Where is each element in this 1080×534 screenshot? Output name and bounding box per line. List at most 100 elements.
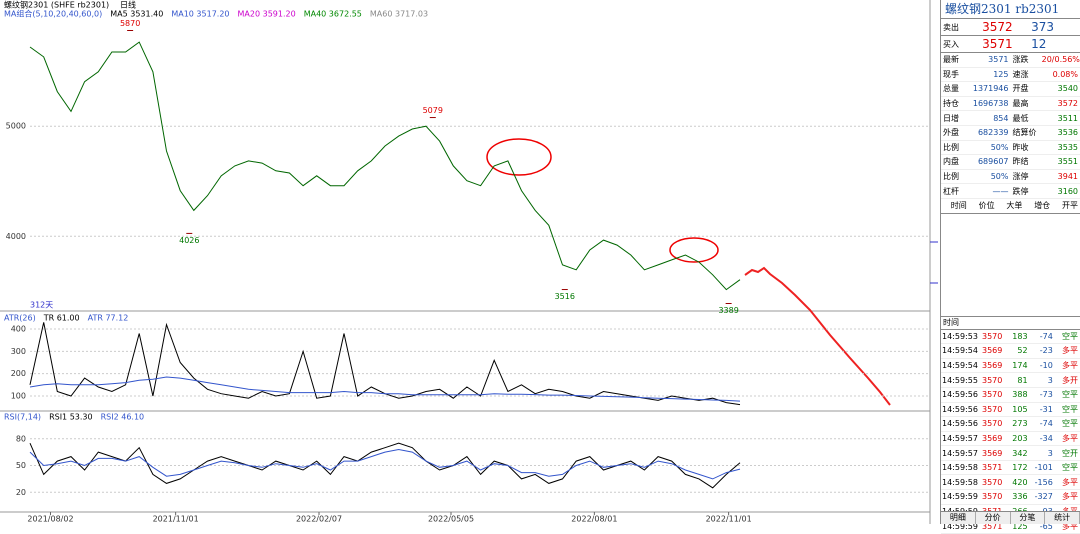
stat-value: 854: [993, 113, 1009, 123]
y-tick-label: 300: [11, 347, 26, 356]
trade-cell: 3570: [982, 492, 1003, 502]
trade-cell: -10: [1039, 361, 1053, 371]
trade-cell: 多平: [1062, 492, 1079, 502]
trade-row: 14:59:58 3570 420 -156 多平: [941, 475, 1080, 491]
stat-label: 结算价: [1012, 128, 1037, 138]
trade-cell: -34: [1039, 433, 1053, 443]
trade-cell: 14:59:58: [942, 477, 978, 487]
trade-cell: 多开: [1062, 375, 1079, 385]
column-title: 价位: [978, 201, 995, 211]
trade-cell: 105: [1012, 404, 1028, 414]
trade-cell: 多平: [1062, 346, 1079, 356]
tab[interactable]: 明细: [941, 512, 976, 524]
trade-row: 14:59:54 3569 174 -10 多平: [941, 359, 1080, 374]
trade-row: 14:59:56 3570 105 -31 空平: [941, 403, 1080, 418]
trade-cell: 336: [1012, 492, 1028, 502]
trade-cell: 14:59:55: [942, 375, 978, 385]
y-tick-label: 4000: [6, 232, 26, 241]
trade-cell: 172: [1012, 463, 1028, 473]
stat-value: 1371946: [972, 84, 1009, 94]
extreme-label: 3516: [555, 292, 575, 301]
stat-row: 外盘 682339 结算价 3536: [941, 126, 1080, 141]
stat-value: 1696738: [972, 99, 1009, 109]
trade-cell: 3570: [982, 331, 1003, 341]
trade-cell: 空平: [1062, 331, 1079, 341]
trade-cell: 14:59:57: [942, 448, 978, 458]
trade-row: 14:59:55 3570 81 3 多开: [941, 373, 1080, 388]
time-label: 时间: [941, 317, 1080, 330]
extreme-label: 5079: [423, 106, 443, 115]
legend-title: MA组合(5,10,20,40,60,0): [4, 9, 102, 19]
trade-cell: 3570: [982, 404, 1003, 414]
period-count: 312天: [30, 301, 53, 310]
y-tick-label: 80: [16, 434, 26, 443]
legend-item: RSI2 46.10: [101, 413, 145, 422]
trade-cell: 多平: [1062, 361, 1079, 371]
trade-cell: -74: [1039, 331, 1053, 341]
order-label: 卖出: [943, 22, 959, 32]
stat-value: 125: [993, 69, 1009, 79]
stat-value: 3511: [1057, 113, 1078, 123]
trade-cell: 203: [1012, 433, 1028, 443]
column-title: 开平: [1061, 201, 1078, 211]
stat-row: 现手 125 速涨 0.08%: [941, 68, 1080, 83]
data-line: [29, 376, 741, 402]
stat-row: 持仓 1696738 最高 3572: [941, 97, 1080, 112]
stat-value: 3941: [1057, 172, 1078, 182]
stat-label: 杠杆: [943, 186, 959, 196]
trade-cell: 81: [1017, 375, 1028, 385]
trade-row: 14:59:57 3569 203 -34 多平: [941, 432, 1080, 447]
stat-value: 3571: [988, 55, 1009, 65]
x-tick-label: 2022/08/01: [571, 515, 617, 524]
data-line: [29, 448, 741, 480]
trade-cell: -23: [1039, 346, 1053, 356]
stat-label: 外盘: [943, 128, 959, 138]
tab[interactable]: 分笔: [1011, 512, 1046, 524]
y-tick-label: 100: [11, 391, 26, 400]
stat-label: 最低: [1012, 113, 1029, 123]
stat-value: 3551: [1057, 157, 1078, 167]
trade-cell: 空平: [1062, 463, 1079, 473]
stat-label: 开盘: [1012, 84, 1029, 94]
trade-cell: 14:59:56: [942, 419, 978, 429]
stat-row: 杠杆 —— 跌停 3160: [941, 184, 1080, 199]
stat-row: 最新 3571 涨跌 20/0.56%: [941, 53, 1080, 68]
stat-label: 总量: [943, 84, 959, 94]
stat-value: 0.08%: [1052, 69, 1078, 79]
tab[interactable]: 分价: [976, 512, 1011, 524]
trade-row: 14:59:56 3570 388 -73 空平: [941, 388, 1080, 403]
trade-cell: 183: [1012, 331, 1028, 341]
trade-cell: 342: [1012, 448, 1028, 458]
trade-cell: 3: [1047, 448, 1053, 458]
trade-cell: -327: [1034, 492, 1053, 502]
trade-cell: 3570: [982, 477, 1003, 487]
order-label: 买入: [943, 39, 959, 49]
trade-cell: 3570: [982, 375, 1003, 385]
tab[interactable]: 统计: [1045, 512, 1080, 524]
legend-title: RSI(7,14): [4, 413, 41, 422]
stat-label: 昨结: [1012, 157, 1029, 167]
trade-cell: 多平: [1062, 477, 1079, 487]
stat-value: 20/0.56%: [1041, 55, 1080, 65]
highlight-circle: [669, 237, 719, 263]
column-title: 增仓: [1034, 201, 1051, 211]
trade-cell: 3569: [982, 346, 1003, 356]
data-line: [29, 41, 741, 291]
legend-item: ATR 77.12: [88, 314, 129, 323]
trade-cell: 空开: [1062, 448, 1079, 458]
trade-row: 14:59:53 3570 183 -74 空平: [941, 330, 1080, 345]
legend-item: MA60 3717.03: [370, 10, 428, 19]
order-volume: 12: [1031, 37, 1047, 51]
trade-row: 14:59:59 3570 336 -327 多平: [941, 490, 1080, 505]
stat-value: 3535: [1057, 142, 1078, 152]
legend-item: RSI1 53.30: [49, 413, 93, 422]
stat-label: 涨跌: [1012, 55, 1029, 65]
trade-cell: 3: [1047, 375, 1053, 385]
extreme-label: 3389: [718, 306, 738, 315]
quote-panel: 螺纹钢2301 rb2301 卖出 3572 373 买入 3571 12 最新 3571 涨跌 2…: [940, 0, 1080, 534]
column-header: 时间 价位 大单 增仓 开平: [941, 199, 1080, 214]
trade-row: 14:59:56 3570 273 -74 空平: [941, 417, 1080, 432]
stat-label: 持仓: [943, 99, 959, 109]
stat-label: 日增: [943, 113, 959, 123]
